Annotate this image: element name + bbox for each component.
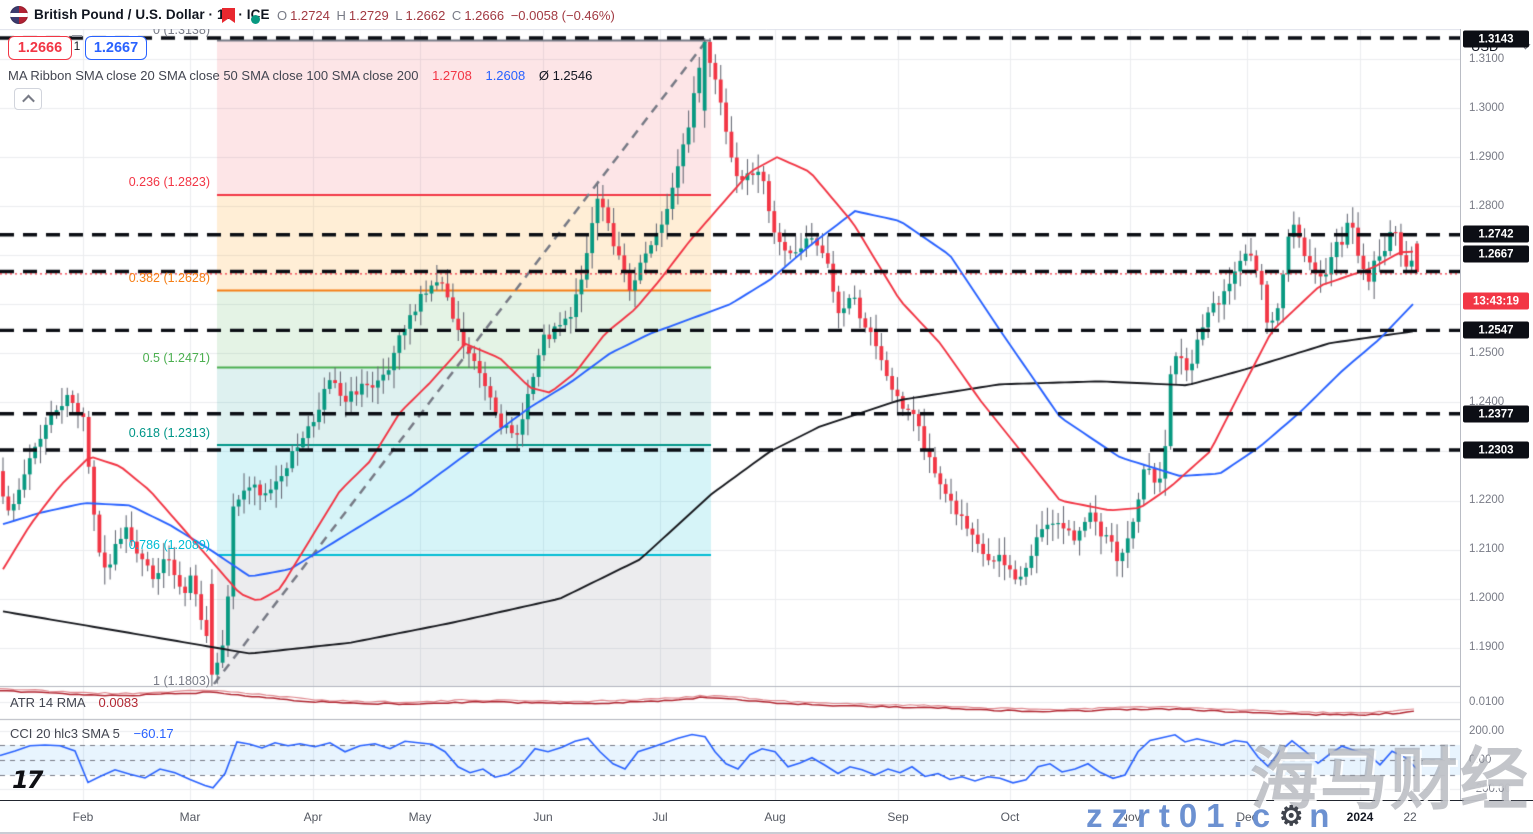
open-label: O xyxy=(277,8,288,23)
price-axis-label: 0.0100 xyxy=(1469,696,1505,708)
fib-level-label: 0.5 (1.2471) xyxy=(142,351,210,365)
cci-value: −60.17 xyxy=(133,726,174,741)
bar-countdown-badge: 13:43:19 xyxy=(1463,292,1529,310)
time-axis-tick: Oct xyxy=(1000,810,1020,824)
price-level-badge: 1.2667 xyxy=(1463,245,1529,263)
price-axis-label: 1.3100 xyxy=(1469,53,1505,65)
price-axis-label: 1.2100 xyxy=(1469,543,1505,555)
high-label: H xyxy=(336,8,346,23)
buy-button[interactable]: 1.2667 xyxy=(85,36,147,60)
sma50-value: 1.2608 xyxy=(485,68,526,83)
sma100-value: Ø 1.2546 xyxy=(538,68,593,83)
time-axis-tick: 22 xyxy=(1403,810,1417,824)
price-axis-label: 1.2500 xyxy=(1469,347,1505,359)
price-axis[interactable]: USD 13:43:19 1.31001.30001.29001.28001.2… xyxy=(1460,29,1533,800)
time-axis-tick: May xyxy=(408,810,432,824)
fib-level-label: 0.618 (1.2313) xyxy=(128,426,210,440)
time-axis-tick: Feb xyxy=(72,810,94,824)
price-axis-label: 1.2900 xyxy=(1469,151,1505,163)
price-axis-label: −200.00 xyxy=(1469,783,1511,795)
fib-level-label: 0.786 (1.2089) xyxy=(128,538,210,552)
time-axis-tick: Mar xyxy=(179,810,201,824)
ohlc-readout: O 1.2724 H 1.2729 L 1.2662 C 1.2666 −0.0058 … xyxy=(277,8,618,23)
cci-label: CCI 20 hlc3 SMA 5 xyxy=(10,726,120,741)
chart-header: British Pound / U.S. Dollar · 1D · ICE O… xyxy=(0,0,1533,29)
price-axis-label: 1.2800 xyxy=(1469,200,1505,212)
time-axis-tick: Nov xyxy=(1119,810,1141,824)
market-status-icon[interactable] xyxy=(251,15,260,24)
price-axis-label: 1.2200 xyxy=(1469,494,1505,506)
time-axis-tick: Jul xyxy=(652,810,668,824)
price-axis-label: 1.3000 xyxy=(1469,102,1505,114)
sma20-value: 1.2708 xyxy=(432,68,472,83)
collapse-indicators-button[interactable] xyxy=(14,88,42,110)
high-value: 1.2729 xyxy=(348,8,389,23)
close-value: 1.2666 xyxy=(464,8,505,23)
time-axis-tick: Dec xyxy=(1236,810,1258,824)
chevron-up-icon xyxy=(21,94,35,107)
time-axis-tick: 2024 xyxy=(1346,810,1374,824)
atr-legend[interactable]: ATR 14 RMA 0.0083 xyxy=(10,695,138,710)
fib-level-label: 0.382 (1.2628) xyxy=(128,271,210,285)
time-axis-tick: Jun xyxy=(533,810,553,824)
change-value: −0.0058 (−0.46%) xyxy=(510,8,615,23)
atr-label: ATR 14 RMA xyxy=(10,695,85,710)
tradingview-logo[interactable]: 17 xyxy=(12,766,43,794)
sell-button[interactable]: 1.2666 xyxy=(8,36,72,60)
price-axis-label: 1.2400 xyxy=(1469,396,1505,408)
price-axis-label: 200.00 xyxy=(1469,725,1505,737)
price-axis-label: 1.1900 xyxy=(1469,641,1505,653)
time-axis-tick: Apr xyxy=(303,810,323,824)
low-label: L xyxy=(395,8,403,23)
cci-legend[interactable]: CCI 20 hlc3 SMA 5 −60.17 xyxy=(10,726,174,741)
close-label: C xyxy=(451,8,462,23)
time-axis-tick: Sep xyxy=(887,810,909,824)
low-value: 1.2662 xyxy=(405,8,446,23)
price-level-badge: 1.2377 xyxy=(1463,405,1529,423)
atr-value: 0.0083 xyxy=(98,695,139,710)
time-axis-tick: Aug xyxy=(764,810,786,824)
price-level-badge: 1.2742 xyxy=(1463,225,1529,243)
ice-exchange-logo-icon xyxy=(222,8,235,23)
price-level-badge: 1.2547 xyxy=(1463,321,1529,339)
price-axis-label: 0.00 xyxy=(1469,754,1492,766)
spread-value: 1 xyxy=(70,35,84,53)
price-axis-label: 1.2000 xyxy=(1469,592,1505,604)
open-value: 1.2724 xyxy=(290,8,330,23)
ma-ribbon-legend[interactable]: MA Ribbon SMA close 20 SMA close 50 SMA … xyxy=(8,68,592,83)
ma-ribbon-label: MA Ribbon SMA close 20 SMA close 50 SMA … xyxy=(8,68,419,83)
price-level-badge: 1.2303 xyxy=(1463,441,1529,459)
fib-level-label: 1 (1.1803) xyxy=(153,674,210,688)
gbpusd-flag-icon xyxy=(10,6,28,24)
price-level-badge: 1.3143 xyxy=(1463,30,1529,48)
fib-level-label: 0.236 (1.2823) xyxy=(128,175,210,189)
symbol-title[interactable]: British Pound / U.S. Dollar · 1D · ICE xyxy=(34,7,270,22)
time-axis[interactable]: Feb Mar Apr May Jun Jul Aug Sep Oct Nov Dec 2024 22 xyxy=(0,800,1533,832)
